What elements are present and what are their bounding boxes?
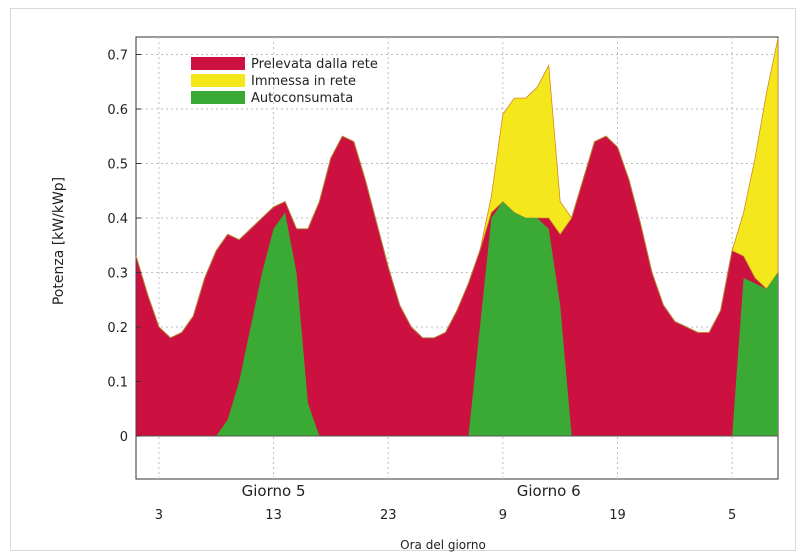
series-area-immessa: [135, 38, 779, 339]
y-tick-label: 0.6: [107, 103, 128, 118]
y-tick-label: 0.5: [107, 158, 128, 173]
y-tick-label: 0.2: [107, 321, 128, 336]
day-labels: Giorno 5 Giorno 6: [242, 482, 581, 500]
legend-label: Prelevata dalla rete: [251, 57, 378, 72]
y-tick-label: 0.4: [107, 212, 128, 227]
x-axis-label: Ora del giorno: [400, 538, 486, 552]
legend: Prelevata dalla rete Immessa in rete Autoc…: [191, 57, 378, 106]
x-tick-label: 13: [265, 508, 282, 523]
y-tick-label: 0: [120, 430, 128, 445]
day-label: Giorno 5: [242, 482, 306, 500]
y-tick-labels: 0 0.1 0.2 0.3 0.4 0.5 0.6 0.7: [107, 49, 141, 445]
x-tick-label: 3: [155, 508, 163, 523]
y-axis-label: Potenza [kW/kWp]: [51, 177, 67, 305]
x-tick-label: 9: [499, 508, 507, 523]
x-tick-label: 23: [380, 508, 397, 523]
y-tick-label: 0.7: [107, 49, 128, 64]
chart-frame: 0 0.1 0.2 0.3 0.4 0.5 0.6 0.7 3 13 23 9 19 5 Giorno …: [10, 8, 796, 552]
y-tick-label: 0.3: [107, 267, 128, 282]
legend-swatch: [191, 91, 245, 104]
series-area-autoconsumata: [136, 201, 778, 436]
x-tick-label: 19: [609, 508, 626, 523]
day-label: Giorno 6: [517, 482, 581, 500]
legend-label: Autoconsumata: [251, 91, 353, 106]
legend-swatch: [191, 57, 245, 70]
chart: 0 0.1 0.2 0.3 0.4 0.5 0.6 0.7 3 13 23 9 19 5 Giorno …: [51, 36, 779, 552]
x-tick-label: 5: [728, 508, 736, 523]
legend-swatch: [191, 74, 245, 87]
y-tick-label: 0.1: [107, 376, 128, 391]
legend-label: Immessa in rete: [251, 74, 356, 89]
x-tick-labels: 3 13 23 9 19 5: [155, 508, 736, 523]
